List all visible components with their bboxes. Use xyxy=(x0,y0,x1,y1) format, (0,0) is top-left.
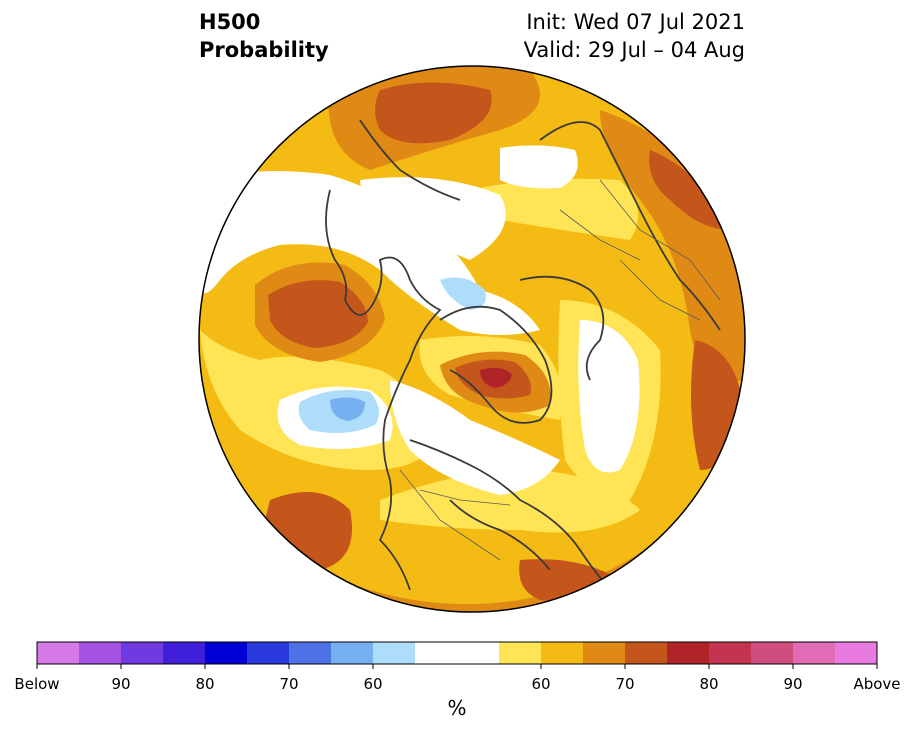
colorbar-cell xyxy=(415,642,458,664)
colorbar-cell xyxy=(79,642,122,664)
colorbar-tick-label: 60 xyxy=(363,675,383,693)
colorbar-cell xyxy=(247,642,290,664)
colorbar-cell xyxy=(625,642,668,664)
colorbar-tick-label: 70 xyxy=(615,675,635,693)
coastlines xyxy=(325,119,721,601)
forecast-dates: Init: Wed 07 Jul 2021 Valid: 29 Jul – 04… xyxy=(524,8,745,64)
colorbar-units: % xyxy=(447,696,467,720)
colorbar-cell xyxy=(121,642,164,664)
colorbar-cell xyxy=(541,642,584,664)
dark-north xyxy=(375,82,492,144)
globe-outline xyxy=(198,65,746,613)
valid-date: Valid: 29 Jul – 04 Aug xyxy=(523,38,745,62)
init-date: Init: Wed 07 Jul 2021 xyxy=(526,10,745,34)
dark-pacific-high xyxy=(268,280,368,348)
colorbar-cell xyxy=(583,642,626,664)
white-canada xyxy=(390,380,560,495)
colorbar-tick-label: 70 xyxy=(279,675,299,693)
colorbar-cell xyxy=(457,642,500,664)
colorbar-cell xyxy=(163,642,206,664)
colorbar-tick-label: 90 xyxy=(111,675,131,693)
colorbar-tick-label: Above xyxy=(853,675,901,693)
colorbar-tick-label: 90 xyxy=(783,675,803,693)
borders xyxy=(399,179,721,561)
blue-pacific-low xyxy=(330,397,365,421)
lightblue-arctic-low xyxy=(440,277,486,310)
colorbar-tick-label: 80 xyxy=(699,675,719,693)
orange-east xyxy=(600,110,745,382)
map-title: H500 Probability xyxy=(199,8,329,64)
colorbar-cells xyxy=(37,642,878,664)
yellow-namerica xyxy=(380,470,640,533)
colorbar-cell xyxy=(205,642,248,664)
yellow-eurasia xyxy=(468,178,638,240)
colorbar-cell xyxy=(373,642,416,664)
title-variable: H500 xyxy=(199,10,261,34)
colorbar-cell xyxy=(751,642,794,664)
red-greenland xyxy=(480,367,512,388)
colorbar xyxy=(36,641,878,669)
colorbar-cell xyxy=(37,642,80,664)
title-probability: Probability xyxy=(199,38,329,62)
colorbar-cell xyxy=(667,642,710,664)
colorbar-cell xyxy=(331,642,374,664)
colorbar-tick-label: 80 xyxy=(195,675,215,693)
colorbar-frame xyxy=(36,641,878,665)
probability-field xyxy=(199,66,745,612)
colorbar-cell xyxy=(835,642,878,664)
dark-northeast xyxy=(649,150,730,230)
colorbar-tick-label: Below xyxy=(14,675,60,693)
colorbar-cell xyxy=(499,642,542,664)
polar-map xyxy=(198,65,746,613)
white-atlantic xyxy=(578,320,640,473)
white-arctic-ocean xyxy=(360,177,506,260)
white-siberia xyxy=(500,145,578,189)
colorbar-cell xyxy=(289,642,332,664)
colorbar-cell xyxy=(793,642,836,664)
colorbar-tick-label: 60 xyxy=(531,675,551,693)
colorbar-cell xyxy=(709,642,752,664)
colorbar-ticks xyxy=(36,664,878,669)
